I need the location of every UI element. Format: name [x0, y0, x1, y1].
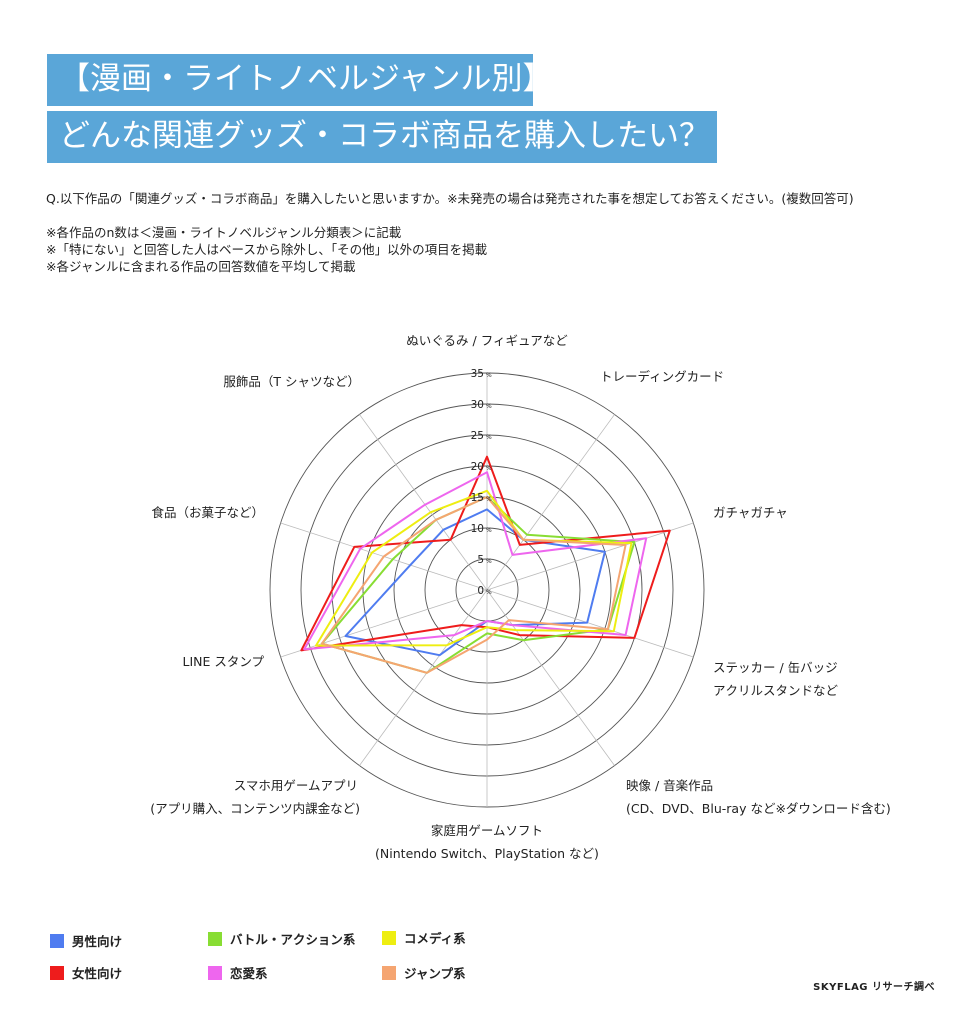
axis-label: 服飾品（T シャツなど）: [223, 374, 360, 389]
legend-swatch: [382, 930, 396, 945]
title-line-2: どんな関連グッズ・コラボ商品を購入したい？: [47, 111, 717, 163]
legend-label: ジャンプ系: [404, 966, 466, 981]
series-line: [320, 496, 636, 674]
axis-label: スマホ用ゲームアプリ: [234, 778, 358, 793]
legend-label: 女性向け: [72, 966, 123, 981]
note-3: ※各ジャンルに含まれる作品の回答数値を平均して掲載: [46, 259, 356, 274]
legend-item-romance: 恋愛系: [208, 963, 268, 982]
axis-label: LINE スタンプ: [183, 654, 265, 669]
legend-item-battle-action: バトル・アクション系: [208, 929, 355, 948]
legend-swatch: [208, 931, 222, 946]
series-line: [315, 489, 633, 647]
axis-label: 家庭用ゲームソフト: [431, 823, 543, 838]
legend-swatch: [50, 965, 64, 980]
axis-spoke: [280, 589, 488, 658]
axis-label: (CD、DVD、Blu-ray など※ダウンロード含む): [626, 801, 891, 816]
tick-unit: %: [486, 372, 492, 379]
tick-unit: %: [486, 558, 492, 565]
axis-spoke: [359, 414, 488, 591]
axis-spoke: [486, 414, 615, 591]
tick-unit: %: [486, 527, 492, 534]
axis-spoke: [486, 522, 694, 591]
tick-unit: %: [486, 403, 492, 410]
credit-text: SKYFLAG リサーチ調べ: [813, 982, 935, 993]
axis-label: 映像 / 音楽作品: [626, 778, 713, 793]
legend-item-comedy: コメディ系: [382, 928, 466, 947]
legend-swatch: [382, 965, 396, 980]
series-line: [320, 496, 627, 674]
tick-label: 5: [477, 554, 484, 566]
legend-label: コメディ系: [404, 931, 466, 946]
tick-label: 0: [477, 585, 484, 597]
axis-spoke: [486, 589, 694, 658]
note-1: ※各作品のn数は＜漫画・ライトノベルジャンル分類表＞に記載: [46, 225, 402, 240]
tick-label: 30: [471, 399, 484, 411]
tick-label: 15: [471, 492, 484, 504]
legend-swatch: [208, 965, 222, 980]
axis-label: アクリルスタンドなど: [713, 683, 839, 698]
legend-item-male: 男性向け: [50, 931, 122, 950]
legend-label: 恋愛系: [230, 966, 268, 981]
axis-label: ガチャガチャ: [713, 505, 788, 520]
tick-unit: %: [486, 589, 492, 596]
axis-label: トレーディングカード: [600, 369, 724, 384]
tick-label: 25: [471, 430, 484, 442]
axis-label: (アプリ購入、コンテンツ内課金など): [150, 801, 360, 816]
legend-swatch: [50, 933, 64, 948]
tick-unit: %: [486, 465, 492, 472]
radar-chart: 0 %5 %10 %15 %20 %25 %30 %35 %ぬいぐるみ / フィギュアなどトレー…: [150, 333, 891, 861]
axis-label: ぬいぐるみ / フィギュアなど: [406, 333, 568, 348]
title-line-1: 【漫画・ライトノベルジャンル別】: [47, 54, 553, 106]
tick-label: 35: [471, 368, 484, 380]
note-2: ※「特にない」と回答した人はベースから除外し、「その他」以外の項目を掲載: [46, 242, 488, 257]
axis-label: ステッカー / 缶バッジ: [713, 660, 838, 675]
legend-label: 男性向け: [72, 934, 123, 949]
legend-item-jump: ジャンプ系: [382, 963, 466, 982]
tick-label: 10: [471, 523, 484, 535]
axis-spoke: [359, 589, 488, 766]
legend-item-female: 女性向け: [50, 963, 122, 982]
axis-spoke: [486, 589, 615, 766]
tick-unit: %: [486, 434, 492, 441]
tick-unit: %: [486, 496, 492, 503]
axis-label: 食品（お菓子など）: [151, 505, 264, 520]
axis-label: (Nintendo Switch、PlayStation など): [375, 846, 599, 861]
tick-label: 20: [471, 461, 484, 473]
legend-label: バトル・アクション系: [230, 932, 356, 947]
question-text: Q.以下作品の「関連グッズ・コラボ商品」を購入したいと思いますか。※未発売の場合…: [46, 191, 854, 206]
